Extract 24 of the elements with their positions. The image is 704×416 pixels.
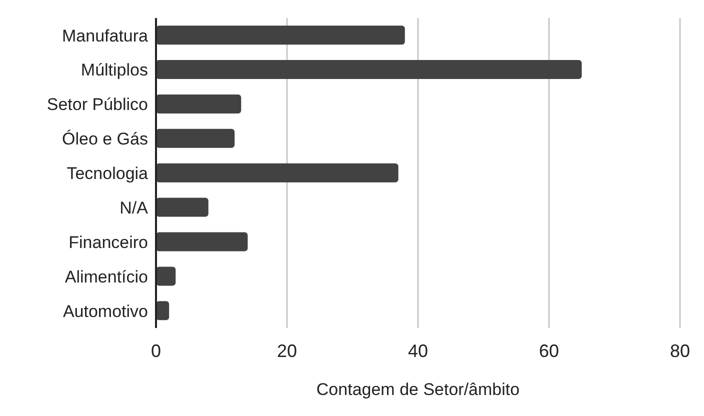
bar xyxy=(156,60,582,80)
x-tick-label: 20 xyxy=(276,340,298,361)
bar xyxy=(156,301,170,320)
bar xyxy=(156,232,248,252)
x-tick-label: 60 xyxy=(538,340,560,361)
y-tick-label: N/A xyxy=(120,198,149,218)
x-tick-label: 40 xyxy=(408,340,428,361)
y-tick-label: Financeiro xyxy=(68,232,148,252)
bar xyxy=(156,266,176,286)
y-tick-label: Múltiplos xyxy=(80,60,148,80)
y-tick-label: Tecnologia xyxy=(66,164,149,184)
y-tick-label: Alimentício xyxy=(64,267,148,286)
x-tick-label: 80 xyxy=(670,340,690,361)
y-tick-label: Setor Público xyxy=(46,95,148,114)
y-tick-label: Automotivo xyxy=(62,302,148,321)
bar xyxy=(156,128,235,148)
x-tick-label: 0 xyxy=(150,340,162,361)
bar xyxy=(156,26,405,45)
bar xyxy=(156,94,242,114)
bar xyxy=(156,163,398,182)
y-tick-label: Óleo e Gás xyxy=(62,130,148,149)
x-axis-title: Contagem de Setor/âmbito xyxy=(315,380,521,400)
y-tick-label: Manufatura xyxy=(62,26,149,46)
bar xyxy=(156,198,208,217)
